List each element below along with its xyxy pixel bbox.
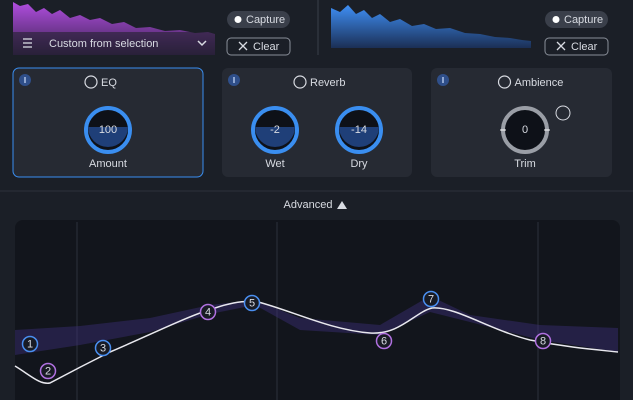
preset-dropdown[interactable] (13, 32, 215, 55)
eq-node-label: 7 (428, 293, 434, 305)
clear-button[interactable]: Clear (544, 37, 609, 56)
knob-value: -14 (351, 124, 367, 136)
eq-graph (15, 220, 620, 400)
knob-fill (88, 127, 128, 147)
eq-node[interactable] (422, 290, 440, 308)
eq-node[interactable] (375, 332, 393, 350)
knob-value: 0 (522, 124, 528, 136)
eq-node[interactable] (94, 339, 112, 357)
eq-node-label: 3 (100, 342, 106, 354)
knob-label: Wet (265, 158, 284, 170)
capture-button[interactable]: Capture (227, 11, 290, 28)
capture-label: Capture (246, 14, 285, 26)
preset-name: Custom from selection (49, 38, 158, 50)
knob-label: Trim (514, 158, 536, 170)
module-icon (84, 75, 98, 89)
eq-node-label: 5 (249, 297, 255, 309)
ear-button[interactable] (555, 105, 571, 121)
eq-node-label: 4 (205, 306, 211, 318)
menu-icon (23, 38, 32, 48)
clear-button[interactable]: Clear (226, 37, 291, 56)
eq-node[interactable] (199, 303, 217, 321)
eq-curve (14, 300, 619, 384)
module-icon (497, 75, 512, 89)
grid (76, 222, 539, 400)
module-title: Ambience (515, 77, 564, 89)
eq-node-label: 6 (381, 335, 387, 347)
knob-value: -2 (270, 124, 280, 136)
eq-node[interactable] (243, 294, 261, 312)
eq-node-label: 1 (27, 338, 33, 350)
knob-fill (339, 127, 379, 147)
target-spectrum (331, 5, 531, 48)
clear-label: Clear (253, 41, 280, 53)
module-title: Reverb (310, 77, 345, 89)
clear-label: Clear (571, 41, 598, 53)
module-title: EQ (101, 77, 117, 89)
advanced-toggle[interactable]: Advanced (284, 199, 333, 211)
eq-node-label: 8 (540, 335, 546, 347)
knob-label: Dry (350, 158, 368, 170)
eq-band (15, 296, 618, 355)
eq-node[interactable] (39, 362, 57, 380)
capture-button[interactable]: Capture (545, 11, 608, 28)
module-icon (293, 75, 307, 89)
triangle-icon (337, 201, 347, 209)
eq-node[interactable] (21, 335, 39, 353)
knob-fill (255, 127, 295, 147)
eq-node-label: 2 (45, 365, 51, 377)
eq-node[interactable] (534, 332, 552, 350)
capture-label: Capture (564, 14, 603, 26)
knob-label: Amount (89, 158, 127, 170)
chevron (197, 40, 207, 47)
knob-value: 100 (99, 124, 117, 136)
